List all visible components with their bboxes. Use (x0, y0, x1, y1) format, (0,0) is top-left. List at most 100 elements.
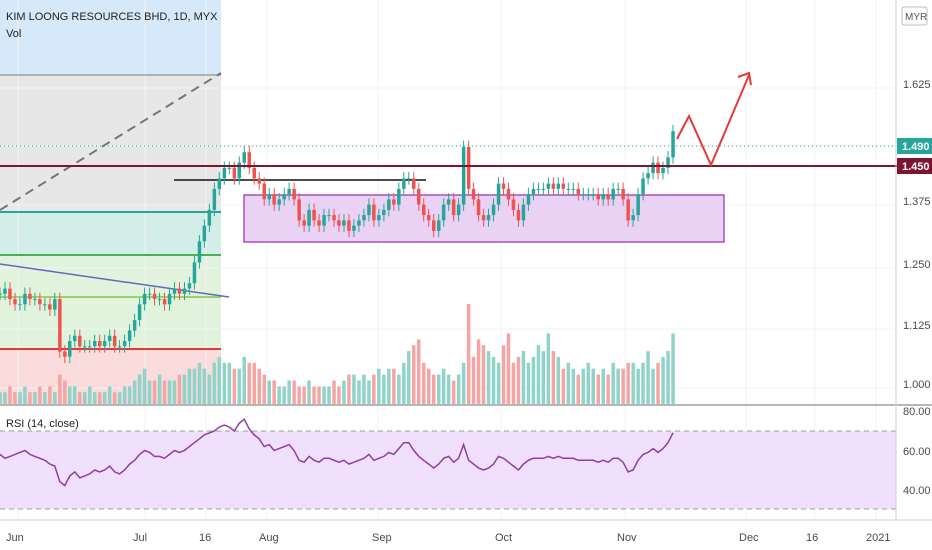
volume-bar (461, 362, 466, 404)
volume-label: Vol (6, 28, 21, 40)
candle (417, 182, 421, 211)
candle-body (58, 299, 62, 352)
candle-body (546, 183, 551, 189)
candle-body (427, 215, 431, 221)
candle-body (397, 188, 401, 205)
candle (581, 187, 585, 201)
candle (157, 292, 162, 306)
volume-bar (68, 386, 72, 404)
rsi-band (0, 431, 896, 509)
last-price-badge (897, 138, 932, 154)
candle (427, 208, 431, 227)
candle (127, 324, 132, 348)
candle-body (63, 351, 67, 357)
candle-body (177, 288, 182, 294)
level-text: 1.450 (902, 161, 930, 173)
candle-body (551, 183, 556, 189)
candle-body (332, 215, 336, 221)
volume-bar (367, 380, 371, 404)
candle-body (392, 199, 396, 205)
volume-bar (347, 374, 351, 404)
candle (397, 182, 401, 211)
candle-body (312, 209, 316, 221)
candle (33, 292, 37, 306)
volume-bar (456, 374, 461, 404)
candle-body (187, 283, 192, 289)
candle-body (651, 162, 655, 174)
volume-bar (382, 374, 386, 404)
candle-body (596, 194, 600, 200)
volume-bar (127, 386, 132, 404)
candle-body (666, 157, 670, 168)
volume-bar (651, 368, 655, 404)
candle-body (347, 220, 351, 231)
trend-line-dashed (0, 72, 222, 211)
candle-body (357, 220, 361, 226)
volume-bar (417, 339, 421, 404)
candle-body (372, 204, 376, 221)
candle (551, 177, 556, 196)
volume-bar (78, 392, 82, 404)
volume-bar (142, 368, 147, 404)
volume-bar (661, 356, 665, 404)
candle-body (601, 194, 605, 200)
projection-arrow (676, 71, 752, 168)
candle-body (212, 188, 217, 210)
x-tick-16a: 16 (199, 532, 211, 544)
candle (636, 187, 640, 222)
candle-body (73, 335, 77, 341)
candle-body (531, 188, 536, 195)
candle-body (93, 341, 97, 347)
candle (212, 182, 217, 217)
candle (217, 172, 222, 196)
candle (631, 208, 635, 227)
volume-bar (43, 392, 47, 404)
candle (337, 214, 341, 232)
volume-bar (631, 362, 635, 404)
volume-bar (466, 304, 471, 404)
candle-body (387, 199, 391, 210)
y-tick-1000: 1.000 (903, 379, 931, 391)
volume-bar (337, 386, 341, 404)
candle (501, 177, 506, 196)
candle (8, 282, 12, 306)
candle-body (192, 262, 197, 284)
candle (392, 193, 396, 211)
candle (656, 156, 660, 180)
candle (367, 198, 371, 222)
candle-body (327, 215, 331, 217)
candle (257, 172, 261, 190)
candle (172, 282, 177, 301)
candle-body (471, 188, 476, 200)
candle (202, 219, 207, 248)
volume-bar (302, 386, 306, 404)
candle-body (506, 188, 511, 200)
candle (152, 287, 157, 306)
candle (342, 214, 346, 232)
volume-layer (0, 304, 675, 404)
candle (282, 187, 286, 206)
price-axis[interactable]: 1.625 1.375 1.250 1.125 1.000 1.490 1.45… (895, 0, 932, 520)
candle-body (262, 183, 266, 200)
volume-bar (257, 368, 261, 404)
volume-bar (222, 362, 227, 404)
volume-bar (88, 386, 92, 404)
candle (327, 208, 331, 222)
volume-bar (287, 380, 291, 404)
candle (486, 208, 491, 227)
time-axis[interactable]: Jun Jul 16 Aug Sep Oct Nov Dec 16 2021 (0, 519, 932, 544)
candle (456, 198, 461, 222)
candle-body (43, 304, 47, 306)
volume-bar (102, 392, 107, 404)
candle (586, 187, 590, 201)
candle (187, 277, 192, 295)
candle-body (636, 194, 640, 216)
candle (287, 182, 291, 201)
volume-bar (272, 380, 276, 404)
volume-bar (98, 392, 102, 404)
candle-body (83, 346, 87, 348)
candle-body (307, 209, 311, 226)
currency-button[interactable]: MYR (901, 6, 928, 26)
candle (247, 145, 251, 175)
